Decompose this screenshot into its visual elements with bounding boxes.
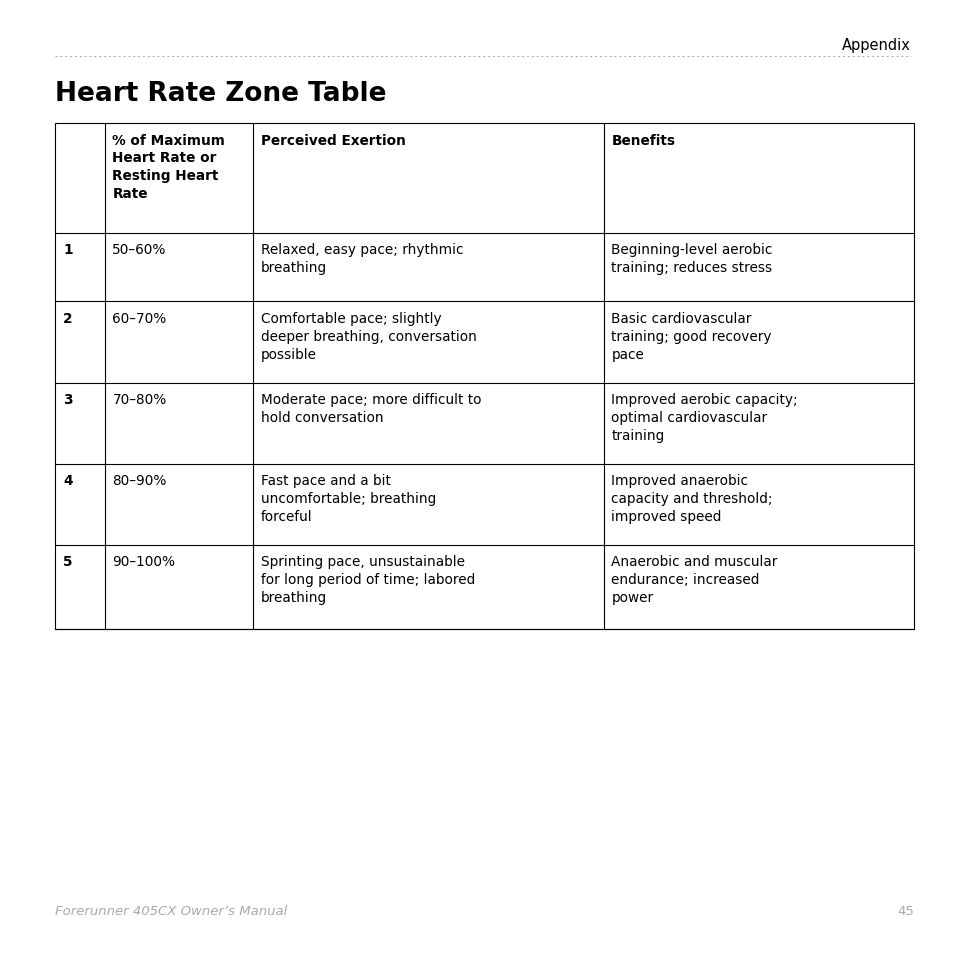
Text: Improved aerobic capacity;
optimal cardiovascular
training: Improved aerobic capacity; optimal cardi…: [611, 393, 797, 442]
Text: 1: 1: [63, 243, 72, 257]
Text: 2: 2: [63, 312, 72, 326]
Text: Anaerobic and muscular
endurance; increased
power: Anaerobic and muscular endurance; increa…: [611, 555, 777, 604]
Text: Perceived Exertion: Perceived Exertion: [260, 133, 405, 148]
Text: Beginning-level aerobic
training; reduces stress: Beginning-level aerobic training; reduce…: [611, 243, 772, 274]
Text: 70–80%: 70–80%: [112, 393, 167, 407]
Text: 5: 5: [63, 555, 72, 569]
Text: 80–90%: 80–90%: [112, 474, 167, 488]
Text: 90–100%: 90–100%: [112, 555, 175, 569]
Text: 3: 3: [63, 393, 72, 407]
Text: Relaxed, easy pace; rhythmic
breathing: Relaxed, easy pace; rhythmic breathing: [260, 243, 463, 274]
Bar: [55, 124, 913, 629]
Text: 4: 4: [63, 474, 72, 488]
Text: 45: 45: [896, 903, 913, 917]
Text: 60–70%: 60–70%: [112, 312, 167, 326]
Text: Comfortable pace; slightly
deeper breathing, conversation
possible: Comfortable pace; slightly deeper breath…: [260, 312, 476, 361]
Text: Basic cardiovascular
training; good recovery
pace: Basic cardiovascular training; good reco…: [611, 312, 771, 361]
Text: Benefits: Benefits: [611, 133, 675, 148]
Text: % of Maximum
Heart Rate or
Resting Heart
Rate: % of Maximum Heart Rate or Resting Heart…: [112, 133, 225, 201]
Text: Fast pace and a bit
uncomfortable; breathing
forceful: Fast pace and a bit uncomfortable; breat…: [260, 474, 436, 523]
Text: Improved anaerobic
capacity and threshold;
improved speed: Improved anaerobic capacity and threshol…: [611, 474, 772, 523]
Text: Moderate pace; more difficult to
hold conversation: Moderate pace; more difficult to hold co…: [260, 393, 480, 424]
Text: Heart Rate Zone Table: Heart Rate Zone Table: [55, 81, 386, 107]
Text: Sprinting pace, unsustainable
for long period of time; labored
breathing: Sprinting pace, unsustainable for long p…: [260, 555, 475, 604]
Text: 50–60%: 50–60%: [112, 243, 167, 257]
Text: Appendix: Appendix: [841, 38, 910, 53]
Text: Forerunner 405CX Owner’s Manual: Forerunner 405CX Owner’s Manual: [55, 903, 287, 917]
